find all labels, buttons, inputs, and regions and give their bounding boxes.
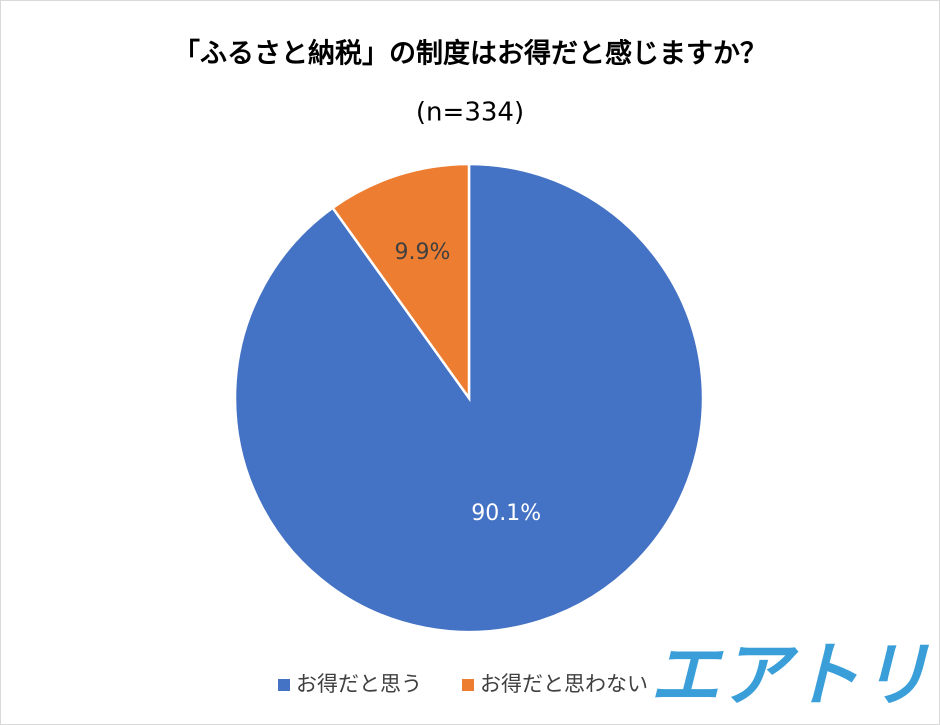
legend-swatch (278, 679, 290, 691)
logo: エアトリ (650, 634, 930, 716)
legend-label: お得だと思う (296, 672, 422, 696)
legend-swatch (462, 679, 474, 691)
data-label: 90.1% (471, 501, 541, 526)
legend-label: お得だと思わない (480, 672, 648, 696)
pie-slice (330, 162, 471, 402)
data-label: 9.9% (395, 240, 451, 265)
chart-subtitle: (n=334) (416, 98, 524, 128)
chart-title: 「ふるさと納税」の制度はお得だと感じますか？ (173, 38, 767, 70)
